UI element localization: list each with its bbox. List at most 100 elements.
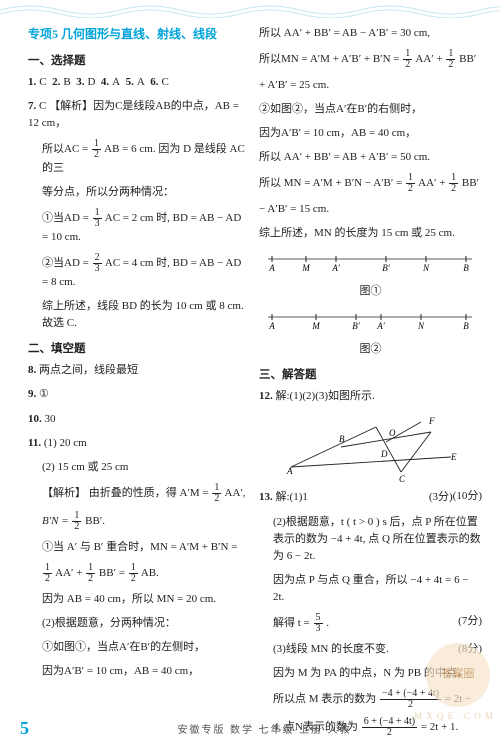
svg-text:O: O <box>389 428 396 438</box>
score-3: (3分) <box>429 489 453 506</box>
q7-t4a: ①当AD = <box>42 212 92 224</box>
q13-l2: 因为点 P 与点 Q 重合，所以 −4 + 4t = 6 − 2t. <box>259 572 482 606</box>
fig2-label: 图② <box>259 341 482 358</box>
q7-line1: 7. C 【解析】因为C是线段AB的中点，AB = 12 cm， <box>28 98 247 132</box>
q13-l3b: . <box>326 617 329 629</box>
q11-c2a: B′N = <box>42 515 71 527</box>
q11-c8: 因为A′B′ = 10 cm，AB = 40 cm， <box>28 663 247 680</box>
q11-c4: 12 AA′ + 12 BB′ = 12 AB. <box>28 563 247 584</box>
q7-line3: 等分点，所以分两种情况： <box>28 184 247 201</box>
q7-line5: ②当AD = 23 AC = 4 cm 时, BD = AB − AD = 8 … <box>28 253 247 291</box>
svg-text:A: A <box>286 466 293 476</box>
q13-l4t: (3)线段 MN 的长度不变. <box>273 643 389 655</box>
watermark-text: 答案圈 <box>442 668 475 681</box>
svg-text:A′: A′ <box>331 263 340 273</box>
q12: 12. 解:(1)(2)(3)如图所示. <box>259 388 482 405</box>
score-7: (7分) <box>458 613 482 630</box>
q7-line2: 所以AC = 12 AB = 6 cm. 因为 D 是线段 AC 的三 <box>28 139 247 177</box>
q8-ans: 两点之间，线段最短 <box>39 364 138 376</box>
svg-text:B′: B′ <box>352 321 360 331</box>
frac-half-icon: 12 <box>86 563 95 584</box>
svg-text:N: N <box>416 321 424 331</box>
q11-1: 11. (1) 20 cm <box>28 435 247 452</box>
svg-text:N: N <box>421 263 429 273</box>
left-column: 专项5 几何图形与直线、射线、线段 一、选择题 1.C 2.B 3.D 4.A … <box>28 25 255 745</box>
q7-t5a: ②当AD = <box>42 257 92 269</box>
frac-third-icon: 13 <box>93 208 102 229</box>
r1: 所以 AA′ + BB′ = AB − A′B′ = 30 cm, <box>259 25 482 42</box>
frac-half-icon: 12 <box>406 173 415 194</box>
svg-text:D: D <box>380 449 388 459</box>
q7-line4: ①当AD = 13 AC = 2 cm 时, BD = AB − AD = 10… <box>28 208 247 246</box>
q11-c4b: AA′ + <box>55 567 85 579</box>
r7b: AA′ + <box>418 177 448 189</box>
svg-text:F: F <box>428 416 435 426</box>
mcq-answers: 1.C 2.B 3.D 4.A 5.A 6.C <box>28 74 247 91</box>
svg-text:C: C <box>399 474 406 482</box>
frac-five-third-icon: 53 <box>314 613 323 634</box>
footer-text: 安徽专版 数学 七年级 上册 人教 <box>29 721 500 736</box>
q11-anal-label: 【解析】 <box>42 487 86 499</box>
frac-half-icon: 12 <box>449 173 458 194</box>
q11-c2b: BB′. <box>85 515 105 527</box>
q13-l3: 解得 t = 53 . (7分) <box>259 613 482 634</box>
svg-text:A: A <box>268 321 275 331</box>
q7-line6: 综上所述，线段 BD 的长为 10 cm 或 8 cm. 故选 C. <box>28 298 247 332</box>
svg-text:A: A <box>268 263 275 273</box>
r4: ②如图②，当点A′在B′的右侧时， <box>259 101 482 118</box>
section-2-head: 二、填空题 <box>28 340 247 356</box>
q7-text1: 因为C是线段AB的中点，AB = 12 cm， <box>28 100 239 129</box>
frac-half-icon: 12 <box>212 483 221 504</box>
q10-ans: 30 <box>45 413 56 425</box>
frac-half-icon: 12 <box>43 563 52 584</box>
r2a: 所以MN = A′M + A′B′ + B′N = <box>259 53 402 65</box>
q8: 8. 两点之间，线段最短 <box>28 362 247 379</box>
q11-analysis: 【解析】 由折叠的性质，得 A′M = 12 AA′, <box>28 483 247 504</box>
q9: 9. ① <box>28 386 247 403</box>
r7c: BB′ <box>462 177 479 189</box>
r3: + A′B′ = 25 cm. <box>259 77 482 94</box>
svg-text:B: B <box>339 434 345 444</box>
frac-half-icon: 12 <box>92 139 101 160</box>
svg-text:B: B <box>463 321 469 331</box>
watermark-badge: 答案圈 <box>426 643 490 707</box>
q7-t2a: 所以AC = <box>42 143 91 155</box>
r2c: BB′ <box>459 53 476 65</box>
section-3-head: 三、解答题 <box>259 366 482 382</box>
svg-text:E: E <box>450 452 457 462</box>
q9-ans: ① <box>39 388 49 400</box>
frac-two-third-icon: 23 <box>93 253 102 274</box>
q13-head: 13. 解:(1)1 (3分) <box>259 489 482 506</box>
q11-c4c: BB′ = <box>99 567 128 579</box>
r7a: 所以 MN = A′M + B′N − A′B′ = <box>259 177 405 189</box>
q10: 10. 30 <box>28 411 247 428</box>
frac-half-icon: 12 <box>72 511 81 532</box>
number-line-1: A M A′ B′ N B <box>266 249 476 277</box>
svg-text:M: M <box>311 321 320 331</box>
q11-c4d: AB. <box>141 567 159 579</box>
q11-c1a: 由折叠的性质，得 A′M = <box>89 487 212 499</box>
r6: 所以 AA′ + BB′ = AB + A′B′ = 50 cm. <box>259 149 482 166</box>
svg-text:M: M <box>301 263 310 273</box>
r5: 因为A′B′ = 10 cm，AB = 40 cm， <box>259 125 482 142</box>
frac-half-icon: 12 <box>403 49 412 70</box>
frac-half-icon: 12 <box>129 563 138 584</box>
q11-c5: 因为 AB = 40 cm，所以 MN = 20 cm. <box>28 591 247 608</box>
svg-text:A′: A′ <box>376 321 385 331</box>
topic-title: 专项5 几何图形与直线、射线、线段 <box>28 25 247 42</box>
q11-c6: (2)根据题意，分两种情况： <box>28 615 247 632</box>
page-footer: 5 安徽专版 数学 七年级 上册 人教 <box>0 717 500 739</box>
page-number: 5 <box>20 718 29 739</box>
fig1-label: 图① <box>259 283 482 300</box>
header-wave <box>0 0 500 18</box>
svg-text:B′: B′ <box>382 263 390 273</box>
q13-text: 解:(1)1 <box>276 491 308 503</box>
r2b: AA′ + <box>415 53 445 65</box>
q13-l6a: 所以点 M 表示的数为 <box>273 693 379 705</box>
frac-half-icon: 12 <box>446 49 455 70</box>
q11-c7: ①如图①，当点A′在B′的左侧时， <box>28 639 247 656</box>
right-column: 所以 AA′ + BB′ = AB − A′B′ = 30 cm, 所以MN =… <box>255 25 482 745</box>
score-10: (10分) <box>453 488 482 505</box>
r9: 综上所述，MN 的长度为 15 cm 或 25 cm. <box>259 225 482 242</box>
number-line-2: A M B′ A′ N B <box>266 307 476 335</box>
